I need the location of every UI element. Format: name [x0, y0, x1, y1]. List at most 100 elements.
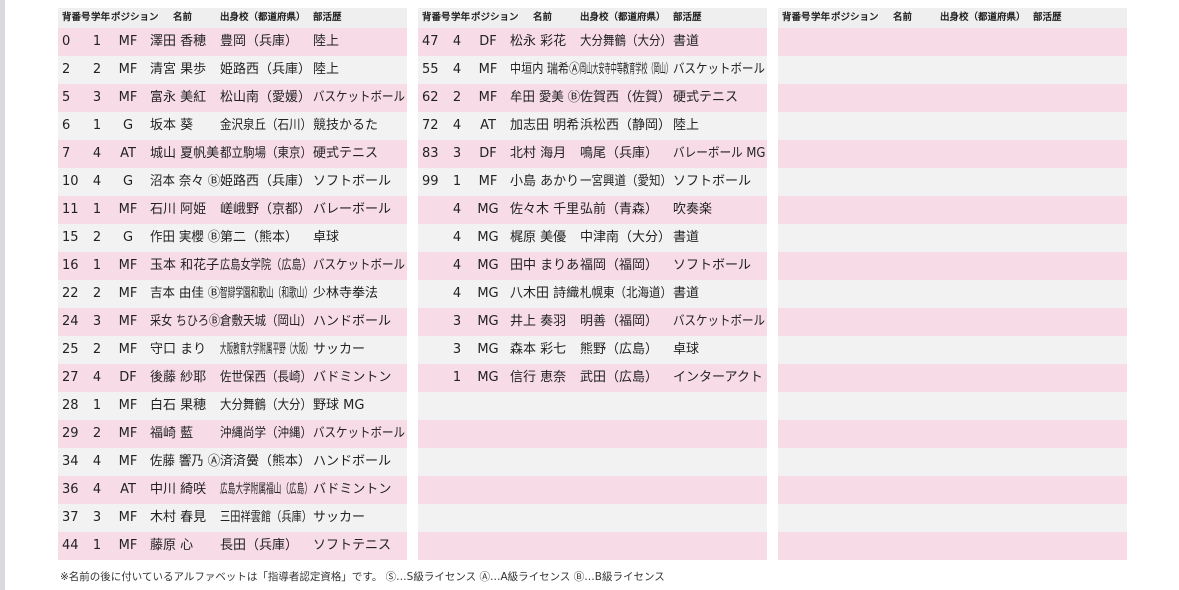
table-row: [418, 504, 767, 532]
club-cell: サッカー: [313, 342, 366, 357]
grade-cell: 2: [92, 230, 102, 245]
name-cell: 福崎 藍: [150, 426, 194, 441]
grade-cell: 3: [92, 510, 102, 525]
position-cell: MF: [478, 90, 498, 105]
number-cell: 28: [62, 398, 79, 413]
name-cell: 中垣内 瑞希Ⓐ: [510, 62, 581, 77]
position-cell: MF: [118, 34, 138, 49]
club-cell: 硬式テニス: [673, 90, 739, 105]
table-row: 24 3 MF 采女 ちひろⒷ 倉敷天城（岡山） ハンドボール: [58, 308, 407, 336]
name-cell: 八木田 詩織: [510, 286, 580, 301]
grade-cell: 1: [452, 174, 462, 189]
header-position: ポジション: [111, 12, 159, 23]
number-cell: 0: [62, 34, 71, 49]
name-cell: 澤田 香穂: [150, 34, 207, 49]
club-cell: バドミントン: [313, 370, 392, 385]
grade-cell: 1: [92, 258, 102, 273]
table-row: [418, 392, 767, 420]
table-row: [778, 84, 1127, 112]
club-cell: バスケットボール: [313, 426, 406, 441]
school-cell: 嵯峨野（京都）: [220, 202, 312, 217]
grade-cell: 3: [92, 314, 102, 329]
grade-cell: 4: [452, 62, 462, 77]
club-cell: 書道: [673, 230, 700, 245]
school-cell: 札幌東（北海道）: [580, 286, 673, 301]
table-row: 44 1 MF 藤原 心 長田（兵庫） ソフトテニス: [58, 532, 407, 560]
name-cell: 森本 彩七: [510, 342, 567, 357]
school-cell: 倉敷天城（岡山）: [220, 314, 313, 329]
name-cell: 佐藤 響乃 Ⓐ: [150, 454, 221, 469]
school-cell: 都立駒場（東京）: [220, 146, 313, 161]
position-cell: DF: [479, 146, 497, 161]
table-row: [778, 364, 1127, 392]
table-row: [778, 504, 1127, 532]
table-row: 29 2 MF 福崎 藍 沖縄尚学（沖縄） バスケットボール: [58, 420, 407, 448]
school-cell: 浜松西（静岡）: [580, 118, 672, 133]
name-cell: 中川 綺咲: [150, 482, 207, 497]
name-cell: 田中 まりあ: [510, 258, 580, 273]
header-school: 出身校（都道府県）: [220, 12, 306, 23]
number-cell: 24: [62, 314, 79, 329]
table-row: 27 4 DF 後藤 紗耶 佐世保西（長崎） バドミントン: [58, 364, 407, 392]
school-cell: 一宮興道（愛知）: [580, 174, 673, 189]
table-row: 25 2 MF 守口 まり 大阪教育大学附属平野（大阪） サッカー: [58, 336, 407, 364]
school-cell: 広島女学院（広島）: [220, 258, 313, 273]
position-cell: G: [122, 118, 134, 133]
school-cell: 岡山大安寺中等教育学校（岡山）: [580, 62, 673, 77]
position-cell: AT: [480, 118, 496, 133]
position-cell: MG: [477, 342, 499, 357]
table-row: 47 4 DF 松永 彩花 大分舞鶴（大分） 書道: [418, 28, 767, 56]
position-cell: MG: [477, 314, 499, 329]
position-cell: AT: [120, 482, 136, 497]
number-cell: 36: [62, 482, 79, 497]
name-cell: 梶原 美優: [510, 230, 567, 245]
position-cell: MF: [118, 286, 138, 301]
header-school: 出身校（都道府県）: [580, 12, 666, 23]
school-cell: 第二（熊本）: [220, 230, 299, 245]
school-cell: 福岡（福岡）: [580, 258, 659, 273]
position-cell: MF: [118, 342, 138, 357]
number-cell: 5: [62, 90, 71, 105]
name-cell: 白石 果穂: [150, 398, 207, 413]
number-cell: 27: [62, 370, 79, 385]
grade-cell: 4: [452, 230, 462, 245]
number-cell: 2: [62, 62, 71, 77]
school-cell: 中津南（大分）: [580, 230, 672, 245]
club-cell: 陸上: [673, 118, 700, 133]
footnote: ※名前の後に付いているアルファベットは「指導者認定資格」です。 Ⓢ…S級ライセン…: [60, 571, 665, 583]
grade-cell: 4: [452, 34, 462, 49]
position-cell: MF: [478, 174, 498, 189]
number-cell: 10: [62, 174, 79, 189]
grade-cell: 2: [452, 90, 462, 105]
table-row: [778, 56, 1127, 84]
table-row: 11 1 MF 石川 阿姫 嵯峨野（京都） バレーボール: [58, 196, 407, 224]
name-cell: 松永 彩花: [510, 34, 567, 49]
position-cell: MF: [118, 538, 138, 553]
header-school: 出身校（都道府県）: [940, 12, 1026, 23]
name-cell: 木村 春見: [150, 510, 207, 525]
table-row: [778, 196, 1127, 224]
position-cell: MF: [118, 454, 138, 469]
number-cell: 25: [62, 342, 79, 357]
club-cell: バスケットボール: [673, 62, 766, 77]
club-cell: 陸上: [313, 34, 340, 49]
club-cell: 陸上: [313, 62, 340, 77]
table-row: [778, 140, 1127, 168]
school-cell: 熊野（広島）: [580, 342, 659, 357]
name-cell: 加志田 明希: [510, 118, 580, 133]
club-cell: ハンドボール: [313, 454, 392, 469]
position-cell: MF: [118, 398, 138, 413]
club-cell: ソフトテニス: [313, 538, 392, 553]
number-cell: 16: [62, 258, 79, 273]
school-cell: 大分舞鶴（大分）: [580, 34, 673, 49]
club-cell: ソフトボール: [673, 258, 752, 273]
header-row: 背番号 学年 ポジション 名前 出身校（都道府県） 部活歴: [58, 8, 407, 28]
table-row: 4 MG 田中 まりあ 福岡（福岡） ソフトボール: [418, 252, 767, 280]
name-cell: 采女 ちひろⒷ: [150, 314, 221, 329]
grade-cell: 4: [92, 454, 102, 469]
grade-cell: 2: [92, 286, 102, 301]
school-cell: 姫路西（兵庫）: [220, 62, 312, 77]
header-name: 名前: [173, 12, 193, 23]
grade-cell: 3: [452, 342, 462, 357]
grade-cell: 1: [92, 34, 102, 49]
